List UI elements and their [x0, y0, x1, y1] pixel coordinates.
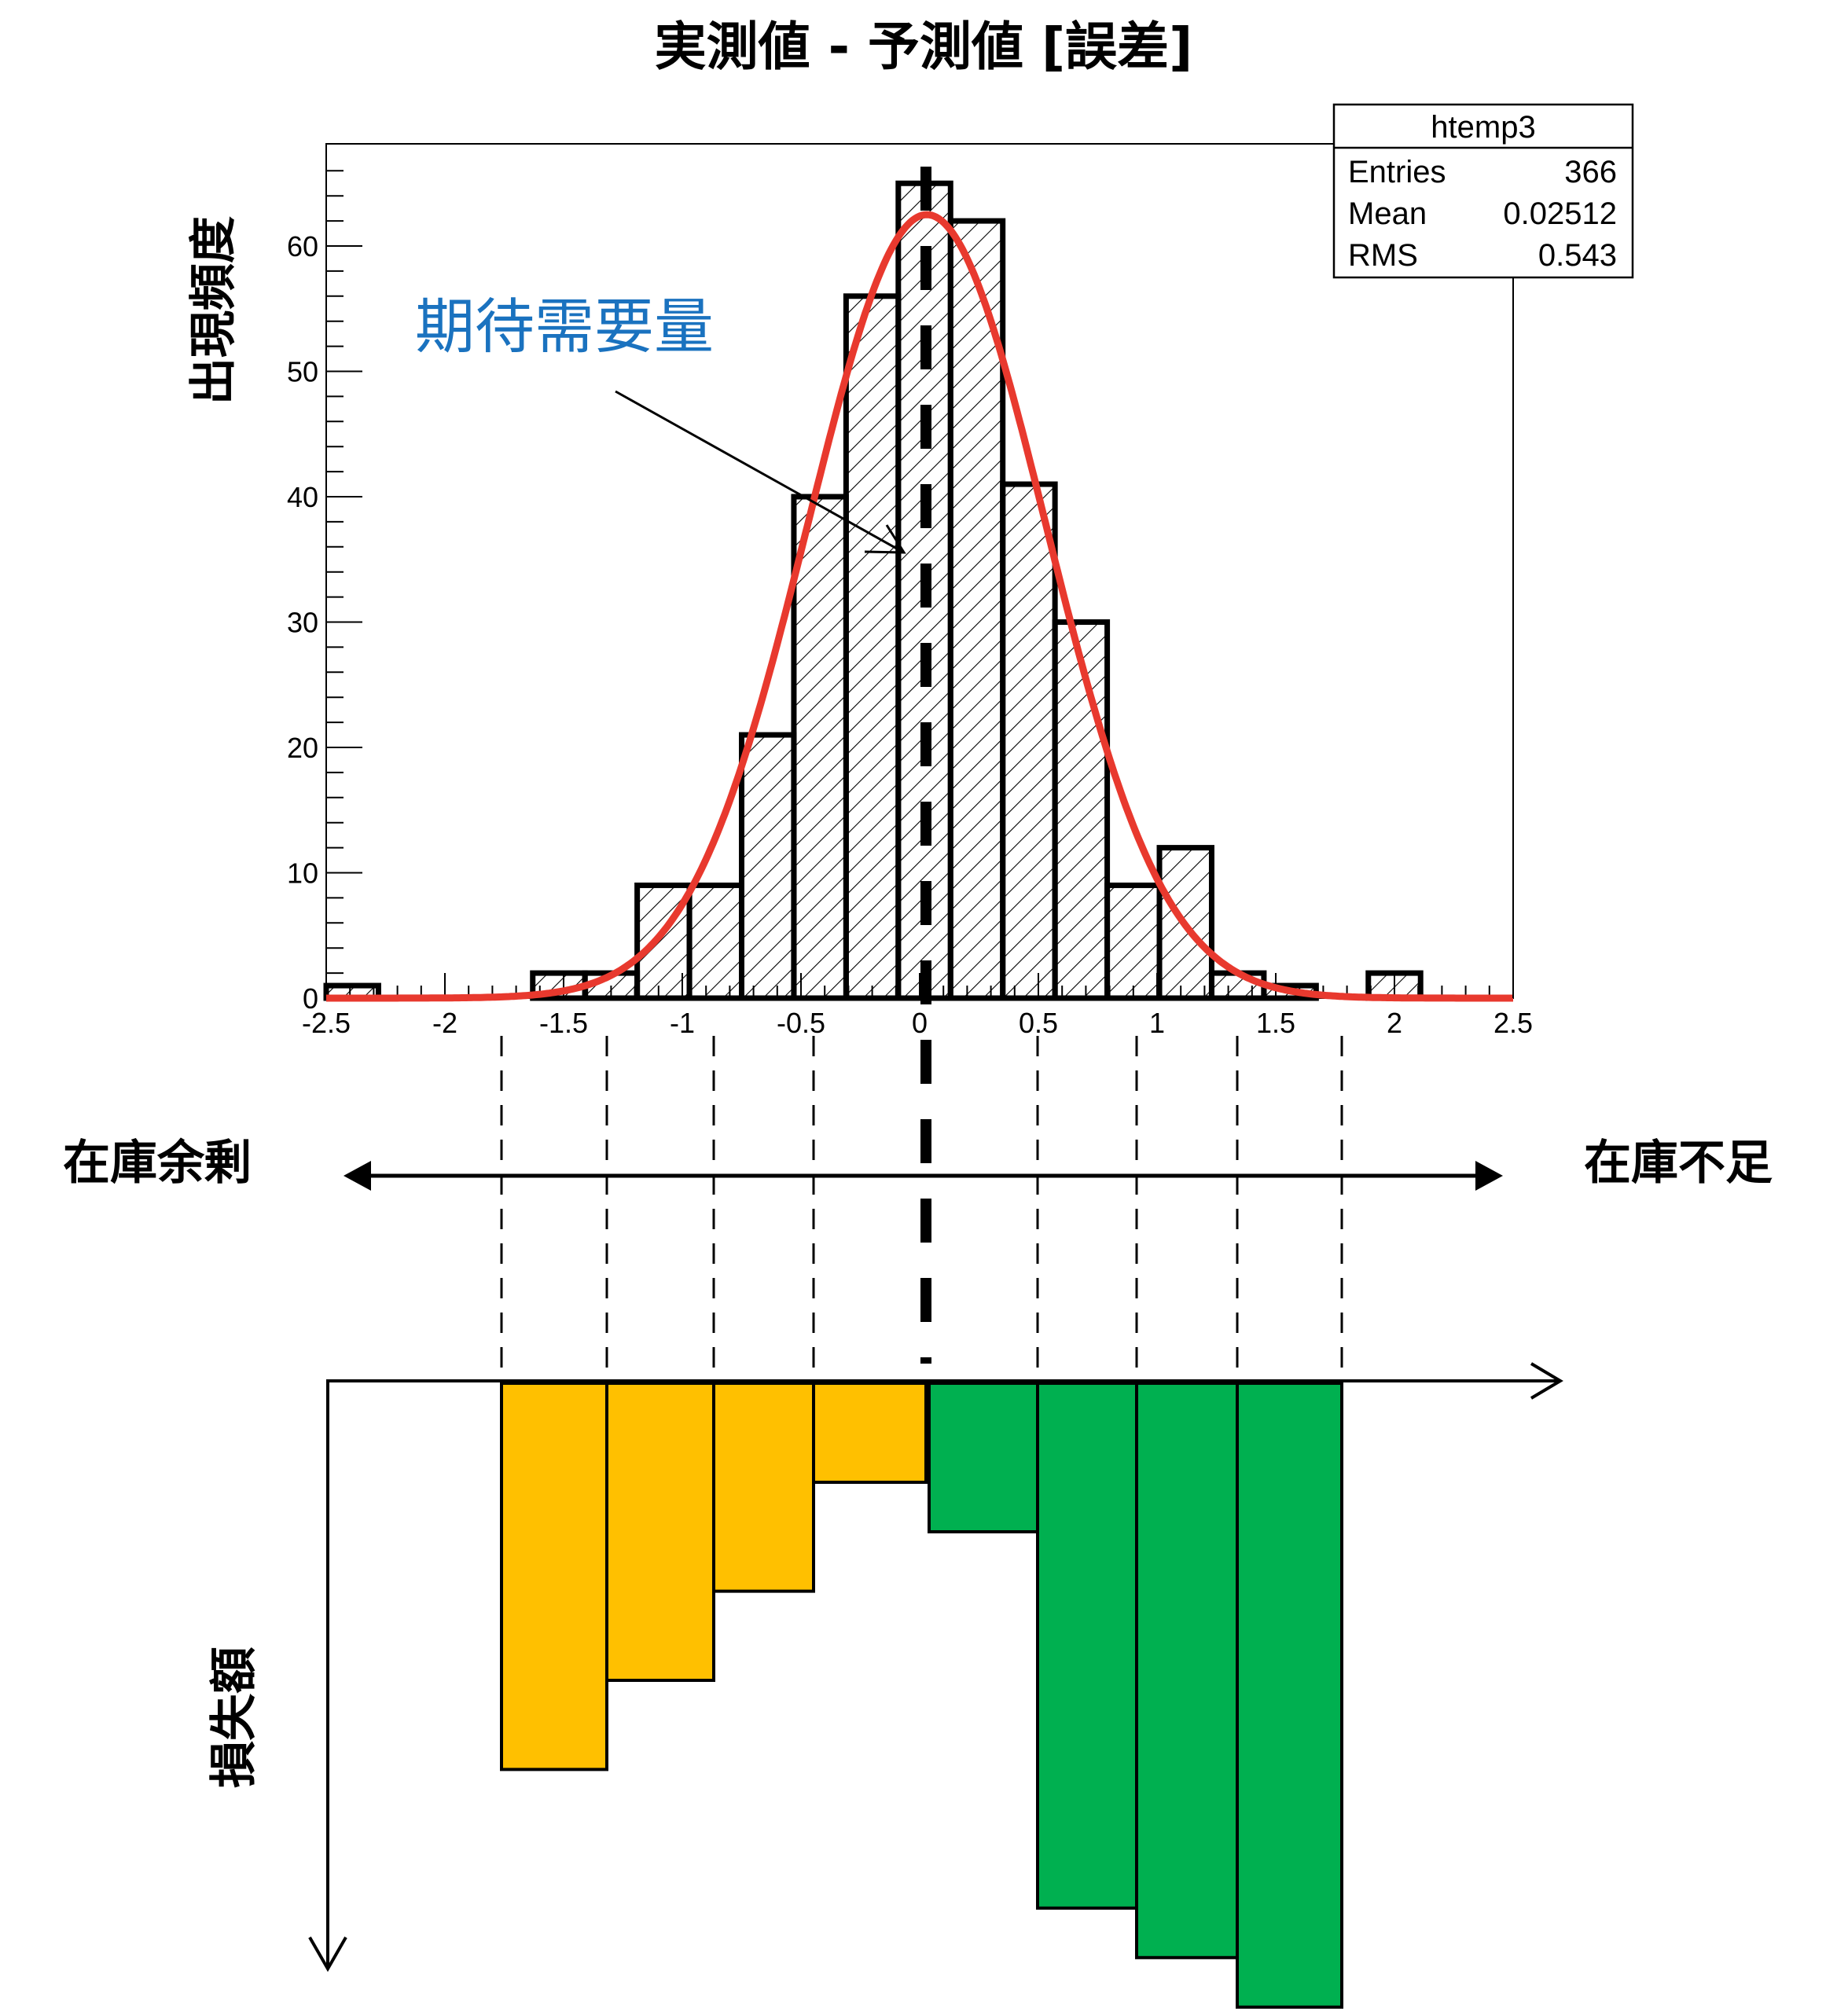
y-axis-arrow-icon	[308, 1937, 347, 1973]
histogram-bar	[1211, 973, 1264, 998]
histogram-bar	[950, 221, 1003, 999]
x-tick-label: -2	[432, 1007, 457, 1039]
histogram-bar	[689, 885, 742, 998]
x-tick-label: 1.5	[1256, 1007, 1295, 1039]
y-tick-label: 50	[287, 356, 318, 388]
shortage-label: 在庫不足	[1584, 1136, 1773, 1191]
stats-value-rms: 0.543	[1538, 238, 1617, 273]
x-tick-label: 2.5	[1493, 1007, 1533, 1039]
stats-value-entries: 366	[1564, 155, 1617, 189]
surplus-label: 在庫余剰	[63, 1136, 252, 1191]
x-tick-label: -1.5	[539, 1007, 588, 1039]
x-tick-label: 1	[1149, 1007, 1165, 1039]
direction-double-arrow-icon	[344, 1161, 1503, 1191]
annotation-arrow-icon	[615, 390, 906, 554]
histogram-bar-outline	[1156, 845, 1214, 1001]
stats-label-entries: Entries	[1348, 155, 1446, 189]
x-axis-arrow-icon	[1530, 1362, 1563, 1400]
y-tick-label: 10	[287, 857, 318, 890]
x-tick-label: 2	[1387, 1007, 1402, 1039]
x-tick-label: -0.5	[777, 1007, 825, 1039]
y-tick-label: 60	[287, 230, 318, 263]
loss-y-axis-label: 損失額	[207, 1647, 262, 1788]
histogram-bar	[846, 296, 898, 998]
chart-title: 実測値 - 予測値 [誤差]	[655, 17, 1193, 77]
expected-demand-annotation: 期待需要量	[415, 292, 714, 362]
loss-bar	[605, 1382, 715, 1682]
y-tick-label: 20	[287, 732, 318, 764]
loss-bar	[1236, 1382, 1343, 2009]
loss-bar	[1135, 1382, 1239, 1959]
loss-bar	[712, 1382, 815, 1593]
x-tick-label: -2.5	[302, 1007, 351, 1039]
loss-bar	[812, 1382, 928, 1484]
x-tick-label: 0	[912, 1007, 928, 1039]
loss-bar	[928, 1382, 1039, 1533]
stats-label-rms: RMS	[1348, 238, 1418, 273]
bin-guide-lines	[500, 1036, 1343, 1381]
y-tick-label: 0	[303, 982, 318, 1015]
histogram-bar	[1002, 484, 1056, 998]
y-axis-ticks: 0 10 20 30 40 50 60	[287, 170, 362, 1015]
y-tick-label: 40	[287, 481, 318, 513]
histogram-bar	[741, 735, 794, 998]
stats-box: htemp3 Entries 366 Mean 0.02512 RMS 0.54…	[1332, 103, 1634, 998]
stats-box-name: htemp3	[1431, 110, 1535, 145]
x-tick-label: 0.5	[1019, 1007, 1058, 1039]
loss-bar	[500, 1382, 608, 1772]
histogram-bar-outline	[1052, 619, 1111, 1001]
histogram-bar	[793, 497, 847, 998]
stats-value-mean: 0.02512	[1503, 196, 1617, 231]
histogram-bar	[1055, 622, 1108, 998]
loss-bar	[1036, 1382, 1138, 1910]
histogram-bar	[1107, 885, 1160, 998]
loss-chart: 損失額	[207, 1362, 1563, 2009]
gaussian-fit-curve	[326, 211, 1513, 1002]
stats-label-mean: Mean	[1348, 196, 1427, 231]
y-tick-label: 30	[287, 607, 318, 639]
y-axis-label: 出現頻度	[186, 216, 241, 405]
x-tick-label: -1	[670, 1007, 695, 1039]
loss-bars	[500, 1382, 1343, 2009]
